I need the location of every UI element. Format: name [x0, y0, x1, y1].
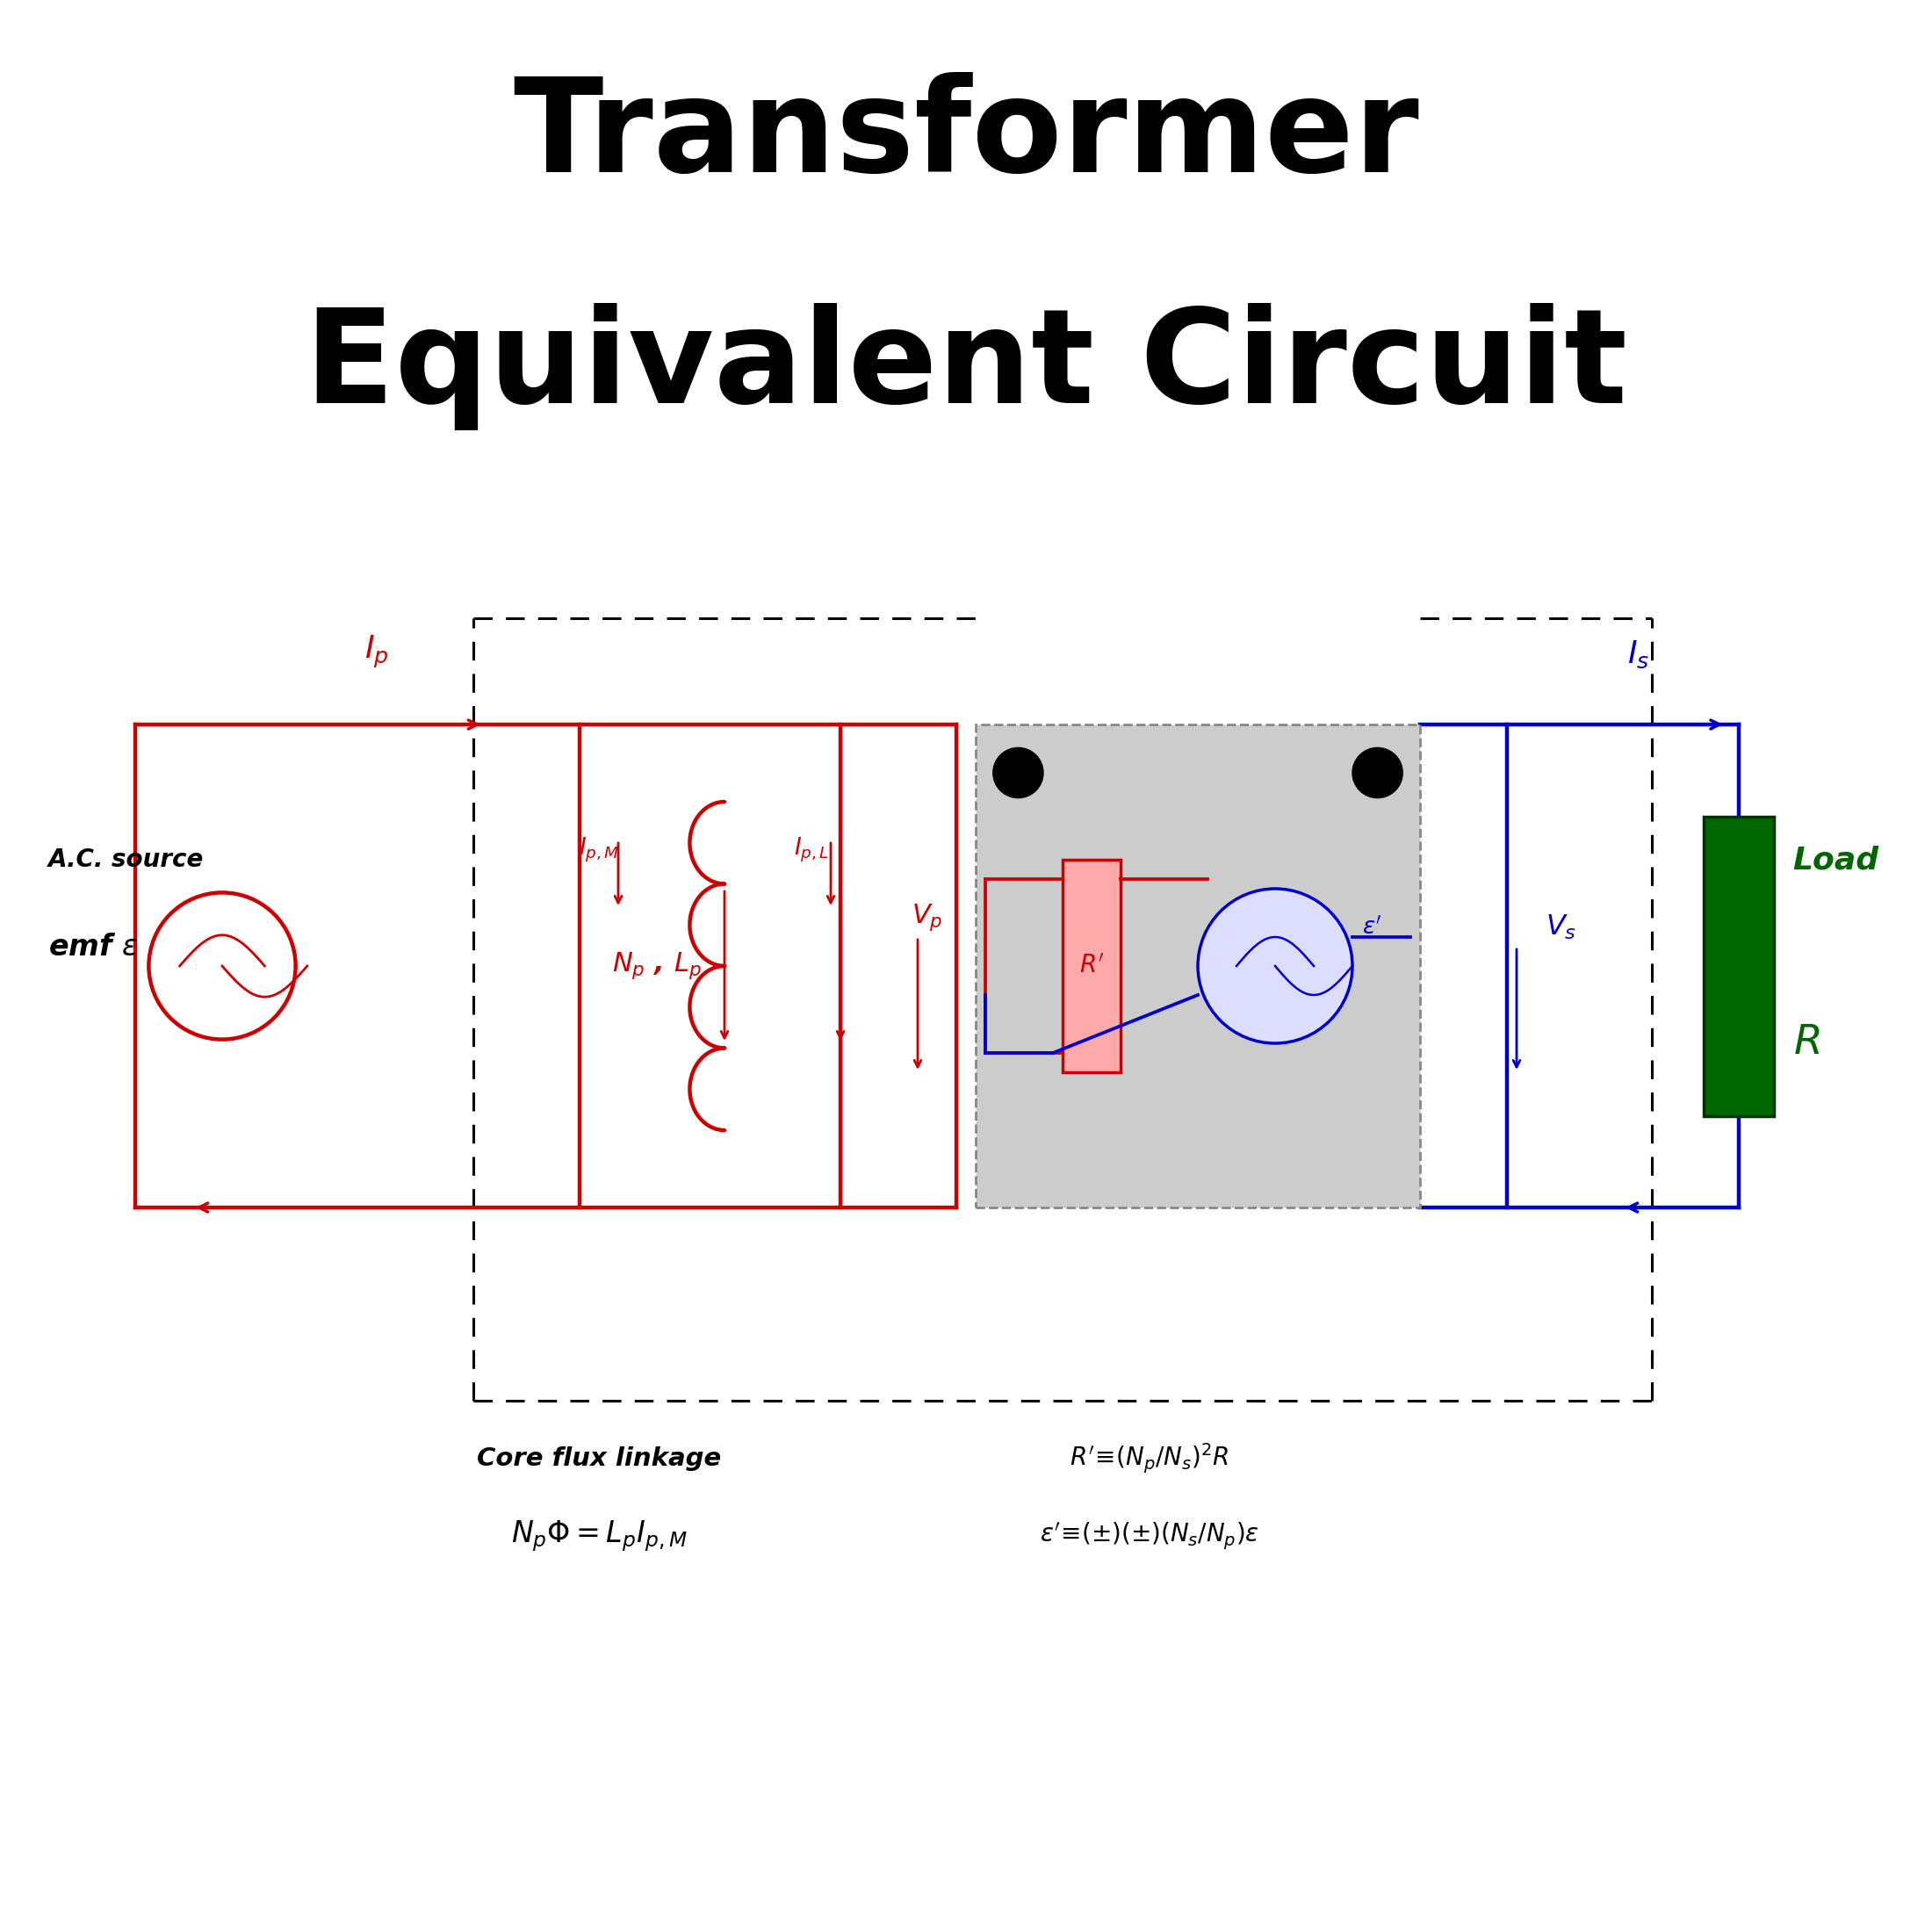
Text: $N_p\Phi=L_pI_{p,M}$: $N_p\Phi=L_pI_{p,M}$ — [510, 1519, 688, 1553]
Circle shape — [993, 748, 1043, 798]
Text: $I_{p,M}$: $I_{p,M}$ — [578, 837, 620, 864]
Text: $\varepsilon'\!\equiv\!(\pm)(\pm)(N_s/N_p)\varepsilon$: $\varepsilon'\!\equiv\!(\pm)(\pm)(N_s/N_… — [1039, 1520, 1260, 1551]
Bar — [976, 724, 1420, 1208]
Text: A.C. source: A.C. source — [48, 848, 205, 871]
Text: $R'\!\equiv\!(N_p/N_s)^2R$: $R'\!\equiv\!(N_p/N_s)^2R$ — [1070, 1441, 1229, 1476]
Text: Equivalent Circuit: Equivalent Circuit — [305, 303, 1627, 431]
Text: $I_{p,L}$: $I_{p,L}$ — [794, 837, 829, 864]
Text: Transformer: Transformer — [514, 71, 1418, 199]
Text: $N_p$ , $L_p$: $N_p$ , $L_p$ — [612, 951, 701, 981]
Circle shape — [1352, 748, 1403, 798]
Text: emf $\varepsilon$: emf $\varepsilon$ — [48, 933, 139, 962]
Bar — [1063, 860, 1121, 1072]
Text: Core flux linkage: Core flux linkage — [477, 1447, 721, 1470]
Circle shape — [149, 893, 296, 1039]
Text: $V_s$: $V_s$ — [1546, 914, 1577, 941]
Text: $R$: $R$ — [1793, 1024, 1820, 1063]
Text: $\varepsilon'$: $\varepsilon'$ — [1362, 916, 1381, 939]
Text: $I_s$: $I_s$ — [1627, 639, 1650, 670]
Text: $R'$: $R'$ — [1080, 954, 1103, 978]
Text: $I_p$: $I_p$ — [365, 634, 388, 670]
Circle shape — [1198, 889, 1352, 1043]
Text: Load: Load — [1793, 844, 1880, 875]
Bar — [1704, 815, 1774, 1117]
Text: $V_p$: $V_p$ — [912, 902, 943, 933]
